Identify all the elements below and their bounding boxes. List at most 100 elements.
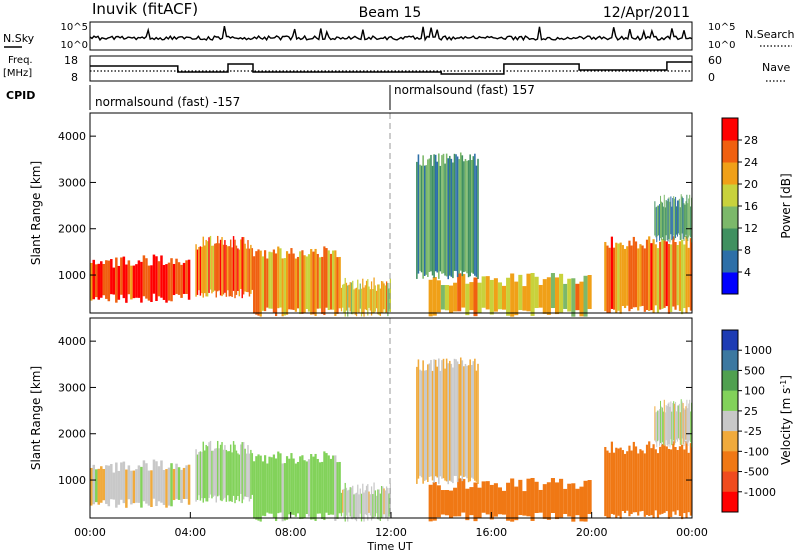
power-echo-cell bbox=[522, 286, 527, 311]
power-echo-cell bbox=[678, 198, 680, 235]
velocity-colorbar-tick-label: -500 bbox=[744, 466, 769, 479]
noise-panel: N.Sky 10^5 10^0 10^5 10^0 N.Search bbox=[3, 21, 795, 51]
power-echo-cell bbox=[685, 201, 687, 235]
velocity-echo-cell bbox=[90, 467, 93, 506]
velocity-echo-cell bbox=[690, 411, 692, 443]
power-echo-cell bbox=[305, 256, 308, 310]
power-echo-cell bbox=[238, 249, 241, 297]
velocity-echo-cell bbox=[445, 358, 448, 482]
velocity-echo-cell bbox=[332, 455, 335, 515]
velocity-echo-cell bbox=[687, 408, 689, 447]
power-echo-cell bbox=[253, 256, 256, 314]
velocity-echo-cell bbox=[485, 481, 490, 515]
power-echo-cell bbox=[639, 244, 642, 307]
x-tick-label: 08:00 bbox=[275, 526, 307, 539]
velocity-echo-cell bbox=[563, 488, 568, 514]
power-echo-cell bbox=[312, 251, 315, 315]
power-echo-cell bbox=[567, 278, 572, 312]
velocity-echo-cell bbox=[583, 480, 588, 522]
power-echo-cell bbox=[216, 235, 219, 292]
power-echo-layer bbox=[90, 152, 693, 317]
velocity-echo-cell bbox=[444, 368, 446, 481]
power-echo-cell bbox=[349, 282, 351, 312]
velocity-echo-cell bbox=[105, 465, 108, 504]
power-echo-cell bbox=[650, 243, 653, 311]
power-echo-cell bbox=[165, 264, 168, 303]
velocity-echo-cell bbox=[423, 370, 426, 481]
power-echo-cell bbox=[672, 236, 675, 307]
velocity-echo-cell bbox=[198, 452, 200, 496]
velocity-echo-cell bbox=[342, 489, 344, 513]
velocity-echo-cell bbox=[538, 489, 543, 513]
velocity-echo-cell bbox=[377, 489, 379, 520]
power-echo-cell bbox=[201, 246, 203, 294]
power-echo-cell bbox=[147, 265, 151, 301]
velocity-echo-cell bbox=[534, 481, 539, 514]
power-echo-cell bbox=[110, 259, 113, 295]
velocity-echo-cell bbox=[447, 363, 450, 485]
velocity-echo-cell bbox=[354, 493, 356, 520]
power-echo-cell bbox=[439, 165, 442, 272]
power-colorbar-tick-label: 20 bbox=[744, 178, 758, 191]
freq-panel: Freq. [MHz] 18 8 60 0 Nave bbox=[3, 54, 790, 84]
velocity-echo-cell bbox=[314, 453, 317, 521]
power-echo-cell bbox=[419, 164, 421, 271]
velocity-echo-cell bbox=[575, 488, 580, 516]
velocity-echo-cell bbox=[132, 470, 136, 504]
x-tick-label: 16:00 bbox=[475, 526, 507, 539]
velocity-echo-cell bbox=[301, 455, 304, 519]
velocity-echo-cell bbox=[345, 487, 348, 516]
power-echo-cell bbox=[373, 277, 375, 314]
velocity-echo-cell bbox=[261, 461, 265, 516]
freq-trace bbox=[90, 61, 692, 75]
velocity-echo-cell bbox=[506, 482, 511, 521]
power-echo-cell bbox=[248, 248, 251, 297]
power-echo-cell bbox=[348, 284, 350, 308]
velocity-echo-cell bbox=[221, 442, 223, 502]
velocity-echo-cell bbox=[639, 449, 642, 512]
power-echo-cell bbox=[364, 285, 366, 310]
velocity-echo-cell bbox=[140, 466, 143, 508]
power-colorbar-swatch bbox=[722, 228, 738, 251]
power-echo-cell bbox=[575, 283, 580, 311]
power-echo-cell bbox=[530, 272, 535, 316]
power-echo-cell bbox=[170, 258, 173, 302]
velocity-echo-cell bbox=[380, 486, 383, 519]
velocity-echo-cell bbox=[147, 470, 151, 506]
x-tick-label: 00:00 bbox=[676, 526, 708, 539]
power-echo-cell bbox=[350, 282, 353, 315]
power-echo-cell bbox=[667, 243, 671, 314]
velocity-echo-cell bbox=[626, 451, 629, 511]
velocity-echo-cell bbox=[612, 452, 616, 515]
power-echo-cell bbox=[380, 281, 383, 314]
velocity-echo-cell bbox=[420, 370, 423, 478]
velocity-echo-cell bbox=[95, 469, 98, 503]
power-echo-cell bbox=[423, 165, 426, 276]
velocity-echo-cell bbox=[257, 454, 260, 521]
power-echo-cell bbox=[187, 259, 191, 300]
velocity-echo-cell bbox=[465, 488, 470, 521]
power-echo-cell bbox=[526, 273, 531, 312]
velocity-echo-cell bbox=[374, 490, 376, 517]
velocity-echo-cell bbox=[135, 469, 138, 503]
power-echo-cell bbox=[680, 194, 682, 240]
velocity-echo-cell bbox=[383, 488, 385, 515]
velocity-echo-cell bbox=[676, 450, 679, 511]
power-echo-cell bbox=[323, 246, 326, 316]
velocity-echo-cell bbox=[518, 479, 523, 516]
power-yaxis: 1000 2000 3000 4000 bbox=[58, 130, 692, 282]
power-echo-cell bbox=[232, 236, 235, 291]
power-echo-cell bbox=[481, 276, 486, 308]
power-echo-cell bbox=[140, 261, 143, 303]
velocity-echo-cell bbox=[514, 486, 519, 521]
velocity-echo-cell bbox=[615, 447, 618, 519]
velocity-echo-cell bbox=[228, 451, 230, 502]
power-echo-cell bbox=[125, 264, 128, 303]
velocity-colorbar-swatch bbox=[722, 350, 738, 371]
power-echo-cell bbox=[681, 239, 684, 315]
power-echo-cell bbox=[463, 161, 465, 272]
power-colorbar-tick-label: 24 bbox=[744, 156, 758, 169]
velocity-echo-cell bbox=[661, 407, 663, 443]
velocity-echo-cell bbox=[117, 470, 121, 505]
noise-left-tick-top: 10^5 bbox=[61, 22, 88, 33]
